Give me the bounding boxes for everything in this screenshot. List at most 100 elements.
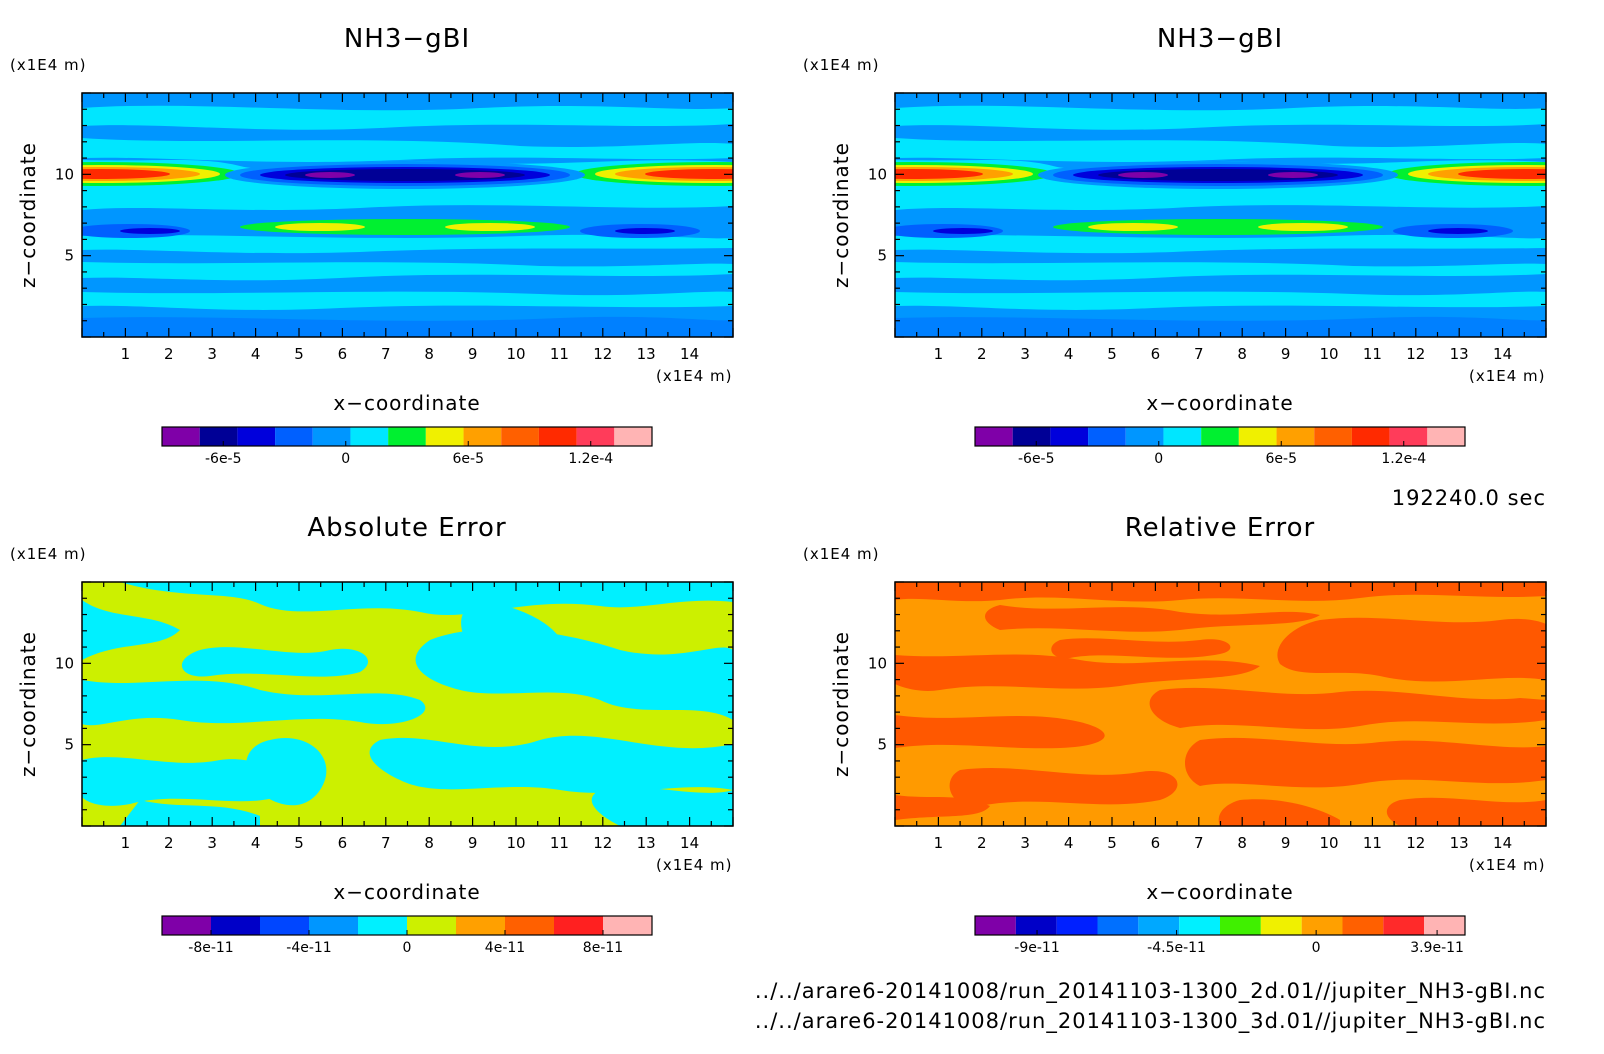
x-tick-label: 5	[1107, 834, 1117, 852]
colorbar-swatch	[358, 916, 407, 935]
colorbar: -8e-11 -4e-11 0 4e-11 8e-11	[161, 915, 653, 956]
colorbar-swatch	[554, 916, 603, 935]
colorbar-tick-label: 6e-5	[453, 451, 484, 467]
x-axis-label: x−coordinate	[1146, 880, 1293, 904]
x-unit-label: (x1E4 m)	[656, 856, 733, 874]
x-tick-label: 10	[1319, 345, 1338, 363]
x-tick-label: 14	[1493, 834, 1512, 852]
x-axis-label: x−coordinate	[333, 391, 480, 415]
x-tick-label: 3	[1020, 834, 1030, 852]
x-tick-label: 8	[1237, 345, 1247, 363]
colorbar: -6e-5 0 6e-5 1.2e-4	[161, 426, 653, 467]
heatmap-field	[82, 582, 733, 826]
colorbar-swatch	[1260, 916, 1302, 935]
y-tick-labels: 5 10	[868, 165, 887, 264]
colorbar-tick-label: 3.9e-11	[1410, 940, 1464, 956]
colorbar-swatch	[1050, 427, 1089, 446]
field-bands	[82, 105, 733, 337]
y-axis-label: z−coordinate	[16, 142, 40, 288]
x-tick-label: 12	[593, 834, 612, 852]
y-tick-label: 5	[64, 736, 74, 754]
colorbar-swatch	[576, 427, 615, 446]
y-unit-label: (x1E4 m)	[10, 56, 87, 74]
time-label: 192240.0 sec	[1392, 486, 1546, 510]
colorbar-swatch	[1097, 916, 1139, 935]
y-tick-label: 10	[868, 165, 887, 183]
colorbar-tick-label: -8e-11	[188, 940, 233, 956]
x-tick-label: 9	[1281, 834, 1291, 852]
colorbar-swatch	[260, 916, 309, 935]
colorbar-swatch	[1163, 427, 1202, 446]
y-axis-label: z−coordinate	[16, 631, 40, 777]
x-tick-label: 2	[164, 834, 174, 852]
colorbar-tick-label: -4e-11	[286, 940, 331, 956]
colorbar-swatch	[1314, 427, 1352, 446]
x-unit-label: (x1E4 m)	[1469, 367, 1546, 385]
y-tick-labels: 5 10	[868, 654, 887, 753]
axis-ticks	[81, 581, 734, 827]
panel-absolute-error: Absolute Error (x1E4 m) 1 2 3 4 5 6 7 8 9 10 11 12 1…	[10, 513, 734, 956]
panel-nh3-left: NH3−gBI (x1E4 m)	[10, 24, 734, 467]
x-tick-label: 7	[381, 345, 391, 363]
x-tick-label: 4	[251, 834, 261, 852]
colorbar-swatch	[211, 916, 260, 935]
colorbar-swatch	[1427, 427, 1465, 446]
x-tick-label: 5	[294, 834, 304, 852]
heatmap-field	[895, 93, 1546, 337]
colorbar-tick-label: 6e-5	[1266, 451, 1297, 467]
x-tick-label: 1	[121, 834, 131, 852]
x-tick-label: 5	[294, 345, 304, 363]
x-tick-label: 1	[934, 345, 944, 363]
y-axis-label: z−coordinate	[829, 631, 853, 777]
x-tick-label: 2	[977, 345, 987, 363]
colorbar-swatch	[505, 916, 554, 935]
colorbar-swatch	[1383, 916, 1425, 935]
colorbar-swatch	[350, 427, 389, 446]
colorbar-swatch	[1138, 916, 1180, 935]
colorbar-tick-label: 0	[341, 451, 350, 467]
colorbar-frame	[974, 915, 1466, 936]
x-axis-label: x−coordinate	[333, 880, 480, 904]
colorbar-tick-label: -9e-11	[1014, 940, 1059, 956]
colorbar-swatch	[538, 427, 577, 446]
x-tick-label: 4	[1064, 345, 1074, 363]
x-tick-label: 6	[1151, 345, 1161, 363]
colorbar-swatch	[1012, 427, 1051, 446]
colorbar-swatch	[1276, 427, 1315, 446]
x-tick-label: 2	[977, 834, 987, 852]
x-tick-label: 2	[164, 345, 174, 363]
x-tick-label: 10	[506, 345, 525, 363]
colorbar-swatch	[199, 427, 238, 446]
x-tick-label: 3	[1020, 345, 1030, 363]
colorbar: -9e-11 -4.5e-11 0 3.9e-11	[974, 915, 1466, 956]
x-tick-label: 9	[1281, 345, 1291, 363]
x-tick-label: 8	[424, 345, 434, 363]
colorbar-swatch	[463, 427, 502, 446]
x-tick-label: 6	[338, 345, 348, 363]
x-tick-label: 14	[1493, 345, 1512, 363]
x-tick-label: 6	[338, 834, 348, 852]
x-tick-label: 9	[468, 834, 478, 852]
colorbar-tick-label: 4e-11	[485, 940, 525, 956]
colorbar-swatch	[162, 427, 200, 446]
axis-ticks	[894, 92, 1547, 338]
colorbar-swatch	[456, 916, 505, 935]
colorbar-swatch	[312, 427, 351, 446]
file-path-2: ../../arare6-20141008/run_20141103-1300_…	[755, 1009, 1546, 1034]
x-tick-label: 1	[121, 345, 131, 363]
colorbar-swatch	[1201, 427, 1239, 446]
x-tick-label: 12	[593, 345, 612, 363]
x-tick-labels: 1 2 3 4 5 6 7 8 9 10 11 12 13 14	[121, 345, 700, 363]
colorbar-tick-label: 0	[1312, 940, 1321, 956]
panel-title: Absolute Error	[307, 513, 506, 543]
colorbar-swatch	[1088, 427, 1126, 446]
colorbar-swatch	[614, 427, 652, 446]
y-unit-label: (x1E4 m)	[803, 56, 880, 74]
x-tick-labels: 1 2 3 4 5 6 7 8 9 10 11 12 13 14	[121, 834, 700, 852]
colorbar-swatch	[388, 427, 426, 446]
x-tick-label: 5	[1107, 345, 1117, 363]
y-tick-label: 10	[55, 165, 74, 183]
y-unit-label: (x1E4 m)	[10, 545, 87, 563]
x-tick-label: 7	[1194, 834, 1204, 852]
